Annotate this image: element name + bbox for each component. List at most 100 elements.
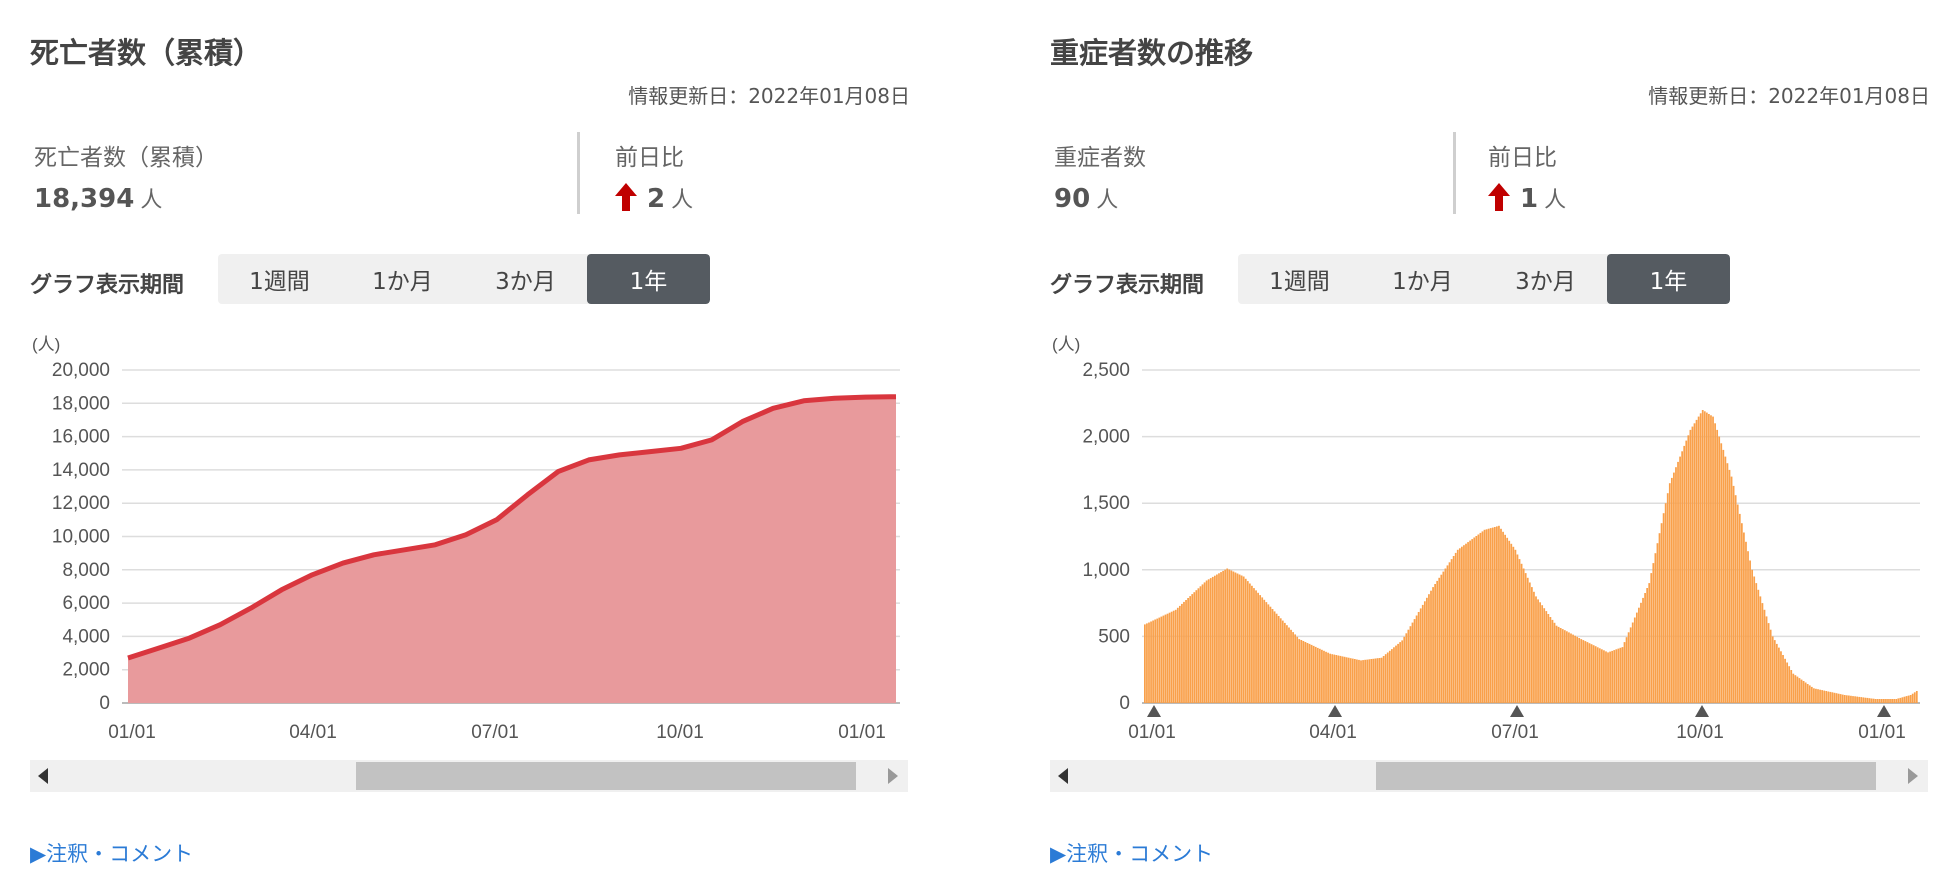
bar (1765, 616, 1768, 703)
scrollbar-thumb[interactable] (1376, 762, 1876, 790)
bar (1178, 605, 1181, 703)
stat-divider (1453, 132, 1456, 214)
bar (1351, 658, 1354, 703)
bar (1876, 699, 1879, 703)
bar (1220, 572, 1222, 703)
bar (1701, 410, 1704, 703)
bar (1673, 472, 1675, 703)
period-3month-button[interactable]: 3か月 (495, 269, 556, 295)
bar (1790, 670, 1793, 703)
bar (1533, 591, 1535, 703)
notes-link[interactable]: ▶注釈・コメント (1050, 842, 1214, 866)
scroll-left-icon[interactable] (1058, 768, 1068, 784)
bar (1421, 604, 1424, 703)
bar (1524, 573, 1527, 703)
bar (1172, 610, 1175, 703)
diff-value: 2 (647, 184, 666, 214)
bar (1493, 527, 1496, 703)
period-1year-button[interactable]: 1年 (587, 254, 710, 304)
bar (1891, 699, 1893, 703)
severe-cases-panel: 重症者数の推移 情報更新日：2022年01月08日 重症者数 90 人 前日比 1… (1050, 0, 1930, 874)
bar (1808, 685, 1811, 703)
bar (1697, 416, 1700, 703)
y-tick-label: 2,500 (1082, 360, 1130, 381)
bar (1605, 651, 1607, 703)
bar (1267, 604, 1270, 703)
bar (1557, 626, 1560, 703)
bar (1456, 549, 1459, 703)
bar (1664, 503, 1667, 703)
bar (1654, 553, 1657, 703)
bar (1613, 650, 1616, 703)
bar (1166, 613, 1169, 703)
bar (1409, 626, 1412, 703)
y-tick-label: 0 (1119, 693, 1130, 714)
bar (1909, 695, 1912, 703)
y-axis-unit-label: (人) (32, 335, 60, 354)
chart-scrollbar[interactable] (1050, 760, 1928, 792)
bar (1292, 632, 1294, 703)
bar (1829, 691, 1832, 703)
bar (1393, 647, 1395, 703)
bar (1341, 656, 1344, 703)
bar (1720, 443, 1723, 703)
bar (1722, 449, 1725, 703)
bar (1786, 662, 1789, 703)
bar (1864, 697, 1867, 703)
series-line (127, 394, 897, 661)
diff-unit: 人 (671, 188, 694, 213)
bar (1286, 625, 1288, 703)
scroll-right-icon[interactable] (1908, 768, 1918, 784)
bar (1856, 696, 1858, 703)
bar (1555, 625, 1558, 703)
bar (1580, 639, 1583, 703)
bar (1588, 643, 1591, 703)
bar (1537, 599, 1539, 703)
bar (1251, 585, 1253, 703)
bar (1386, 652, 1389, 703)
period-1month-button[interactable]: 1か月 (372, 269, 433, 295)
y-tick-label: 14,000 (52, 460, 110, 481)
bar (1905, 696, 1908, 703)
scroll-right-icon[interactable] (888, 768, 898, 784)
bar (1360, 660, 1362, 703)
stat-value: 90 (1054, 184, 1091, 214)
bar (1228, 569, 1231, 703)
bar (1498, 525, 1500, 703)
stat-value: 18,394 (34, 184, 135, 214)
bar (1436, 580, 1439, 703)
scroll-left-icon[interactable] (38, 768, 48, 784)
bar (1584, 641, 1587, 703)
bar (1872, 698, 1875, 703)
bar (1753, 576, 1756, 703)
bar (1426, 597, 1428, 703)
bar (1368, 659, 1371, 703)
bar (1253, 588, 1255, 703)
bar (1730, 476, 1733, 703)
bar (1195, 590, 1198, 703)
bar (1487, 528, 1490, 703)
bar (1335, 655, 1338, 703)
period-1week-button[interactable]: 1週間 (1269, 269, 1330, 295)
bar (1885, 699, 1887, 703)
bar (1242, 576, 1245, 703)
stat-label: 死亡者数（累積） (34, 145, 218, 171)
period-1year-button[interactable]: 1年 (1607, 254, 1730, 304)
x-tick-label: 04/01 (1309, 722, 1357, 743)
bar (1623, 642, 1626, 703)
bar (1541, 605, 1544, 703)
bar (1745, 541, 1747, 703)
bar (1625, 637, 1628, 703)
scrollbar-thumb[interactable] (356, 762, 856, 790)
period-1month-button[interactable]: 1か月 (1392, 269, 1453, 295)
bar (1714, 423, 1716, 703)
chart-scrollbar[interactable] (30, 760, 908, 792)
period-1week-button[interactable]: 1週間 (249, 269, 310, 295)
period-3month-button[interactable]: 3か月 (1515, 269, 1576, 295)
bar (1356, 659, 1358, 703)
notes-link[interactable]: ▶注釈・コメント (30, 842, 194, 866)
bar (1364, 659, 1367, 703)
bar (1222, 570, 1224, 703)
bar (1858, 696, 1861, 703)
bar (1775, 643, 1778, 703)
